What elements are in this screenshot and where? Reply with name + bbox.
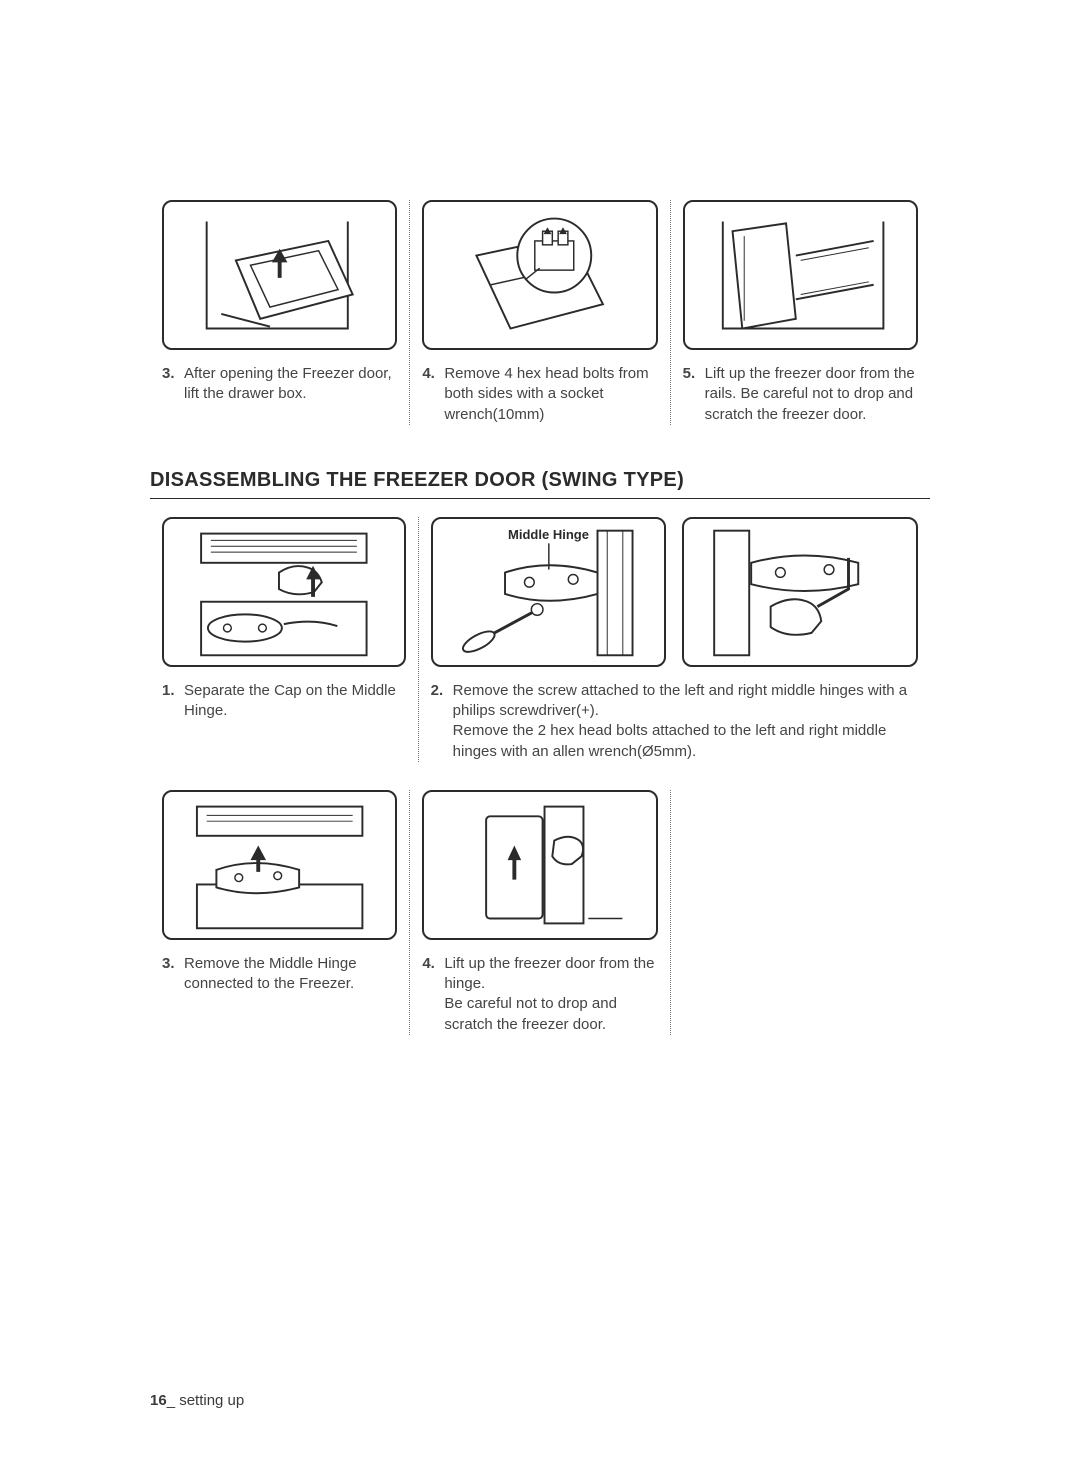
drawer-lift-icon — [164, 202, 395, 348]
step-num: 4. — [422, 364, 444, 425]
step-4: 4. Remove 4 hex head bolts from both sid… — [422, 364, 657, 425]
page-footer: 16_ setting up — [150, 1392, 244, 1409]
section-heading: DISASSEMBLING THE FREEZER DOOR (SWING TY… — [150, 469, 930, 499]
step-5: 5. Lift up the freezer door from the rai… — [683, 364, 918, 425]
swing-step-1-col: 1. Separate the Cap on the Middle Hinge. — [150, 517, 419, 762]
step-text: Remove the Middle Hinge connected to the… — [184, 954, 397, 995]
step-4-col: 4. Remove 4 hex head bolts from both sid… — [410, 200, 670, 425]
step-3-col: 3. After opening the Freezer door, lift … — [150, 200, 410, 425]
step-num: 5. — [683, 364, 705, 425]
swing-step-3-figure — [162, 790, 397, 940]
swing-step-2-figure-b — [682, 517, 918, 667]
swing-step-2: 2. Remove the screw attached to the left… — [431, 681, 918, 762]
step-5-figure — [683, 200, 918, 350]
separate-cap-icon — [164, 519, 404, 665]
top-step-row: 3. After opening the Freezer door, lift … — [150, 200, 930, 425]
swing-row-2: 3. Remove the Middle Hinge connected to … — [150, 790, 930, 1035]
footer-sep: _ — [167, 1392, 175, 1409]
step-num: 3. — [162, 954, 184, 995]
swing-row-1: 1. Separate the Cap on the Middle Hinge.… — [150, 517, 930, 762]
swing-step-2-col: Middle Hinge — [419, 517, 930, 762]
page-number: 16 — [150, 1392, 167, 1409]
step-num: 3. — [162, 364, 184, 405]
empty-col — [671, 790, 930, 1035]
step-text: Lift up the freezer door from the rails.… — [705, 364, 918, 425]
swing-step-1-figure — [162, 517, 406, 667]
step-num: 4. — [422, 954, 444, 1035]
swing-step-4: 4. Lift up the freezer door from the hin… — [422, 954, 657, 1035]
step-3-figure — [162, 200, 397, 350]
swing-step-3-col: 3. Remove the Middle Hinge connected to … — [150, 790, 410, 1035]
step-text: Remove 4 hex head bolts from both sides … — [444, 364, 657, 425]
swing-step-4-col: 4. Lift up the freezer door from the hin… — [410, 790, 670, 1035]
swing-step-1: 1. Separate the Cap on the Middle Hinge. — [162, 681, 406, 722]
step-num: 1. — [162, 681, 184, 722]
manual-page: 3. After opening the Freezer door, lift … — [0, 0, 1080, 1469]
step-text: Lift up the freezer door from the hinge.… — [444, 954, 657, 1035]
middle-hinge-label: Middle Hinge — [504, 527, 593, 542]
lift-swing-door-icon — [424, 792, 655, 938]
step-4-figure — [422, 200, 657, 350]
lift-door-icon — [685, 202, 916, 348]
step-num: 2. — [431, 681, 453, 762]
step-text: After opening the Freezer door, lift the… — [184, 364, 397, 405]
step-text: Separate the Cap on the Middle Hinge. — [184, 681, 406, 722]
step-3: 3. After opening the Freezer door, lift … — [162, 364, 397, 405]
step-5-col: 5. Lift up the freezer door from the rai… — [671, 200, 930, 425]
swing-step-4-figure — [422, 790, 657, 940]
hex-bolt-removal-icon — [424, 202, 655, 348]
allen-wrench-icon — [684, 519, 916, 665]
swing-step-2-figure-a: Middle Hinge — [431, 517, 667, 667]
swing-step-3: 3. Remove the Middle Hinge connected to … — [162, 954, 397, 995]
step-text: Remove the screw attached to the left an… — [453, 681, 918, 762]
remove-hinge-icon — [164, 792, 395, 938]
footer-section: setting up — [175, 1392, 244, 1409]
